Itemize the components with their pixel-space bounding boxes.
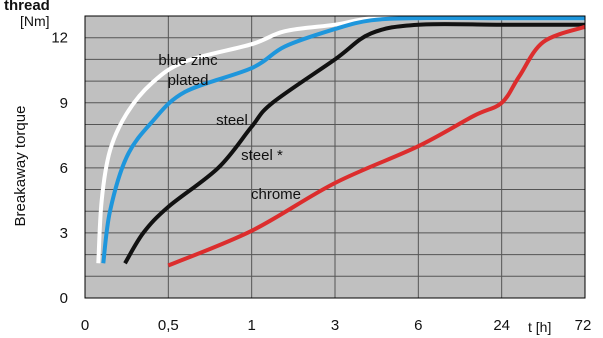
series-label-chrome: chrome bbox=[251, 186, 301, 203]
series-line-steel bbox=[101, 16, 585, 264]
x-tick-label: 0,5 bbox=[158, 317, 179, 334]
series-label-line: steel * bbox=[241, 147, 283, 164]
y-axis-label: Breakaway torque bbox=[12, 106, 29, 227]
y-unit-label: [Nm] bbox=[20, 13, 50, 29]
series-label-steel: steel * bbox=[241, 147, 283, 164]
x-tick-label: 3 bbox=[331, 317, 339, 334]
y-tick-label: 0 bbox=[60, 290, 68, 307]
series-label-line: chrome bbox=[251, 186, 301, 203]
series-label-line: blue zinc bbox=[158, 52, 218, 69]
y-tick-label: 12 bbox=[51, 30, 68, 47]
x-axis-label: t [h] bbox=[528, 319, 551, 335]
x-tick-labels: 0 0,5 1 3 6 24 72 bbox=[81, 317, 592, 334]
series-label-line: plated bbox=[168, 72, 209, 89]
series-line-chrome bbox=[167, 24, 586, 268]
series-labels: blue zinc plated steel steel * chrome bbox=[158, 52, 301, 203]
series-line-steel bbox=[123, 22, 585, 265]
y-tick-labels: 0 3 6 9 12 bbox=[51, 30, 68, 307]
series-label-steel: steel bbox=[216, 112, 248, 129]
y-tick-label: 9 bbox=[60, 95, 68, 112]
x-tick-label: 1 bbox=[247, 317, 255, 334]
x-tick-label: 72 bbox=[575, 317, 592, 334]
plot-frame bbox=[84, 15, 586, 299]
series-label-line: steel bbox=[216, 112, 248, 129]
series-label-blue-zinc-plated: blue zinc plated bbox=[158, 52, 218, 89]
x-tick-label: 6 bbox=[414, 317, 422, 334]
x-tick-label: 0 bbox=[81, 317, 89, 334]
y-tick-label: 3 bbox=[60, 225, 68, 242]
grid bbox=[85, 16, 585, 298]
y-tick-label: 6 bbox=[60, 160, 68, 177]
x-tick-label: 24 bbox=[493, 317, 510, 334]
header-fragment: thread bbox=[4, 0, 50, 14]
series-layer bbox=[96, 15, 586, 268]
